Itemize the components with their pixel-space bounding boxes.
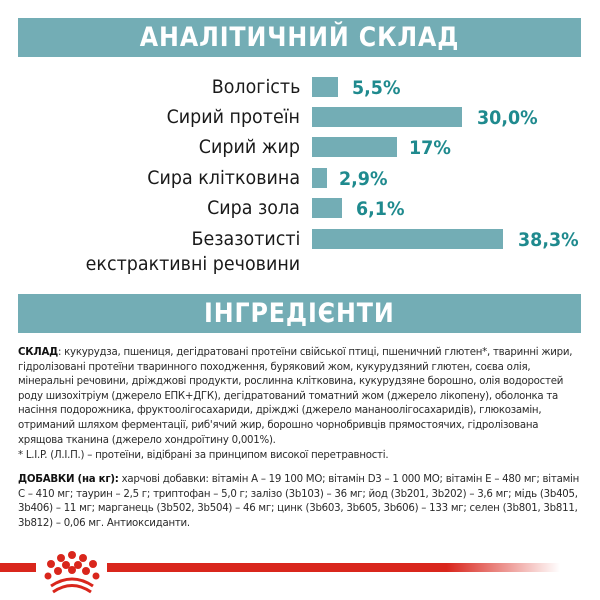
footnote: * L.I.P. (Л.І.П.) – протеїни, відібрані … [18,450,389,461]
additives-text: ДОБАВКИ (на кг): харчові добавки: вітамі… [18,473,584,531]
row-label: Вологість [211,76,300,98]
row-value: 38,3% [518,229,579,251]
composition-body: : кукурудза, пшениця, дегідратовані прот… [18,347,573,446]
row-label: Сирий протеїн [166,106,300,128]
ingredients-title: ІНГРЕДІЄНТИ [204,298,395,329]
row-value: 30,0% [477,107,538,129]
chart-row-moisture: Вологість 5,5% [0,76,600,99]
row-bar [312,198,342,218]
row-value: 5,5% [352,77,401,99]
row-label: Сирий жир [198,136,300,158]
row-value: 6,1% [356,198,405,220]
chart-row-nfe: Безазотисті екстрактивні речовини 38,3% [0,228,600,275]
row-label: Безазотисті [191,228,300,250]
row-bar [312,107,462,127]
analysis-title-banner: АНАЛІТИЧНИЙ СКЛАД [18,18,581,57]
chart-row-fat: Сирий жир 17% [0,136,600,159]
row-value: 2,9% [339,168,388,190]
row-label: Сира зола [207,197,300,219]
row-label-line2: екстрактивні речовини [85,253,300,275]
analysis-title: АНАЛІТИЧНИЙ СКЛАД [139,22,460,53]
footer-red-line-right [107,563,560,572]
row-bar [312,137,397,157]
royal-canin-crown-icon [44,551,100,594]
composition-label: СКЛАД [18,347,58,358]
row-bar [312,77,338,97]
chart-row-ash: Сира зола 6,1% [0,197,600,220]
additives-body: харчові добавки: вітамін A – 19 100 МО; … [18,474,579,529]
additives-label: ДОБАВКИ (на кг): [18,474,119,485]
chart-row-fiber: Сира клітковина 2,9% [0,167,600,190]
row-label: Сира клітковина [147,167,300,189]
ingredients-title-banner: ІНГРЕДІЄНТИ [18,294,581,333]
row-value: 17% [409,137,451,159]
chart-row-protein: Сирий протеїн 30,0% [0,106,600,129]
composition-text: СКЛАД: кукурудза, пшениця, дегідратовані… [18,346,584,448]
footer-red-line-left [0,563,36,572]
row-bar [312,229,503,249]
row-bar [312,168,327,188]
